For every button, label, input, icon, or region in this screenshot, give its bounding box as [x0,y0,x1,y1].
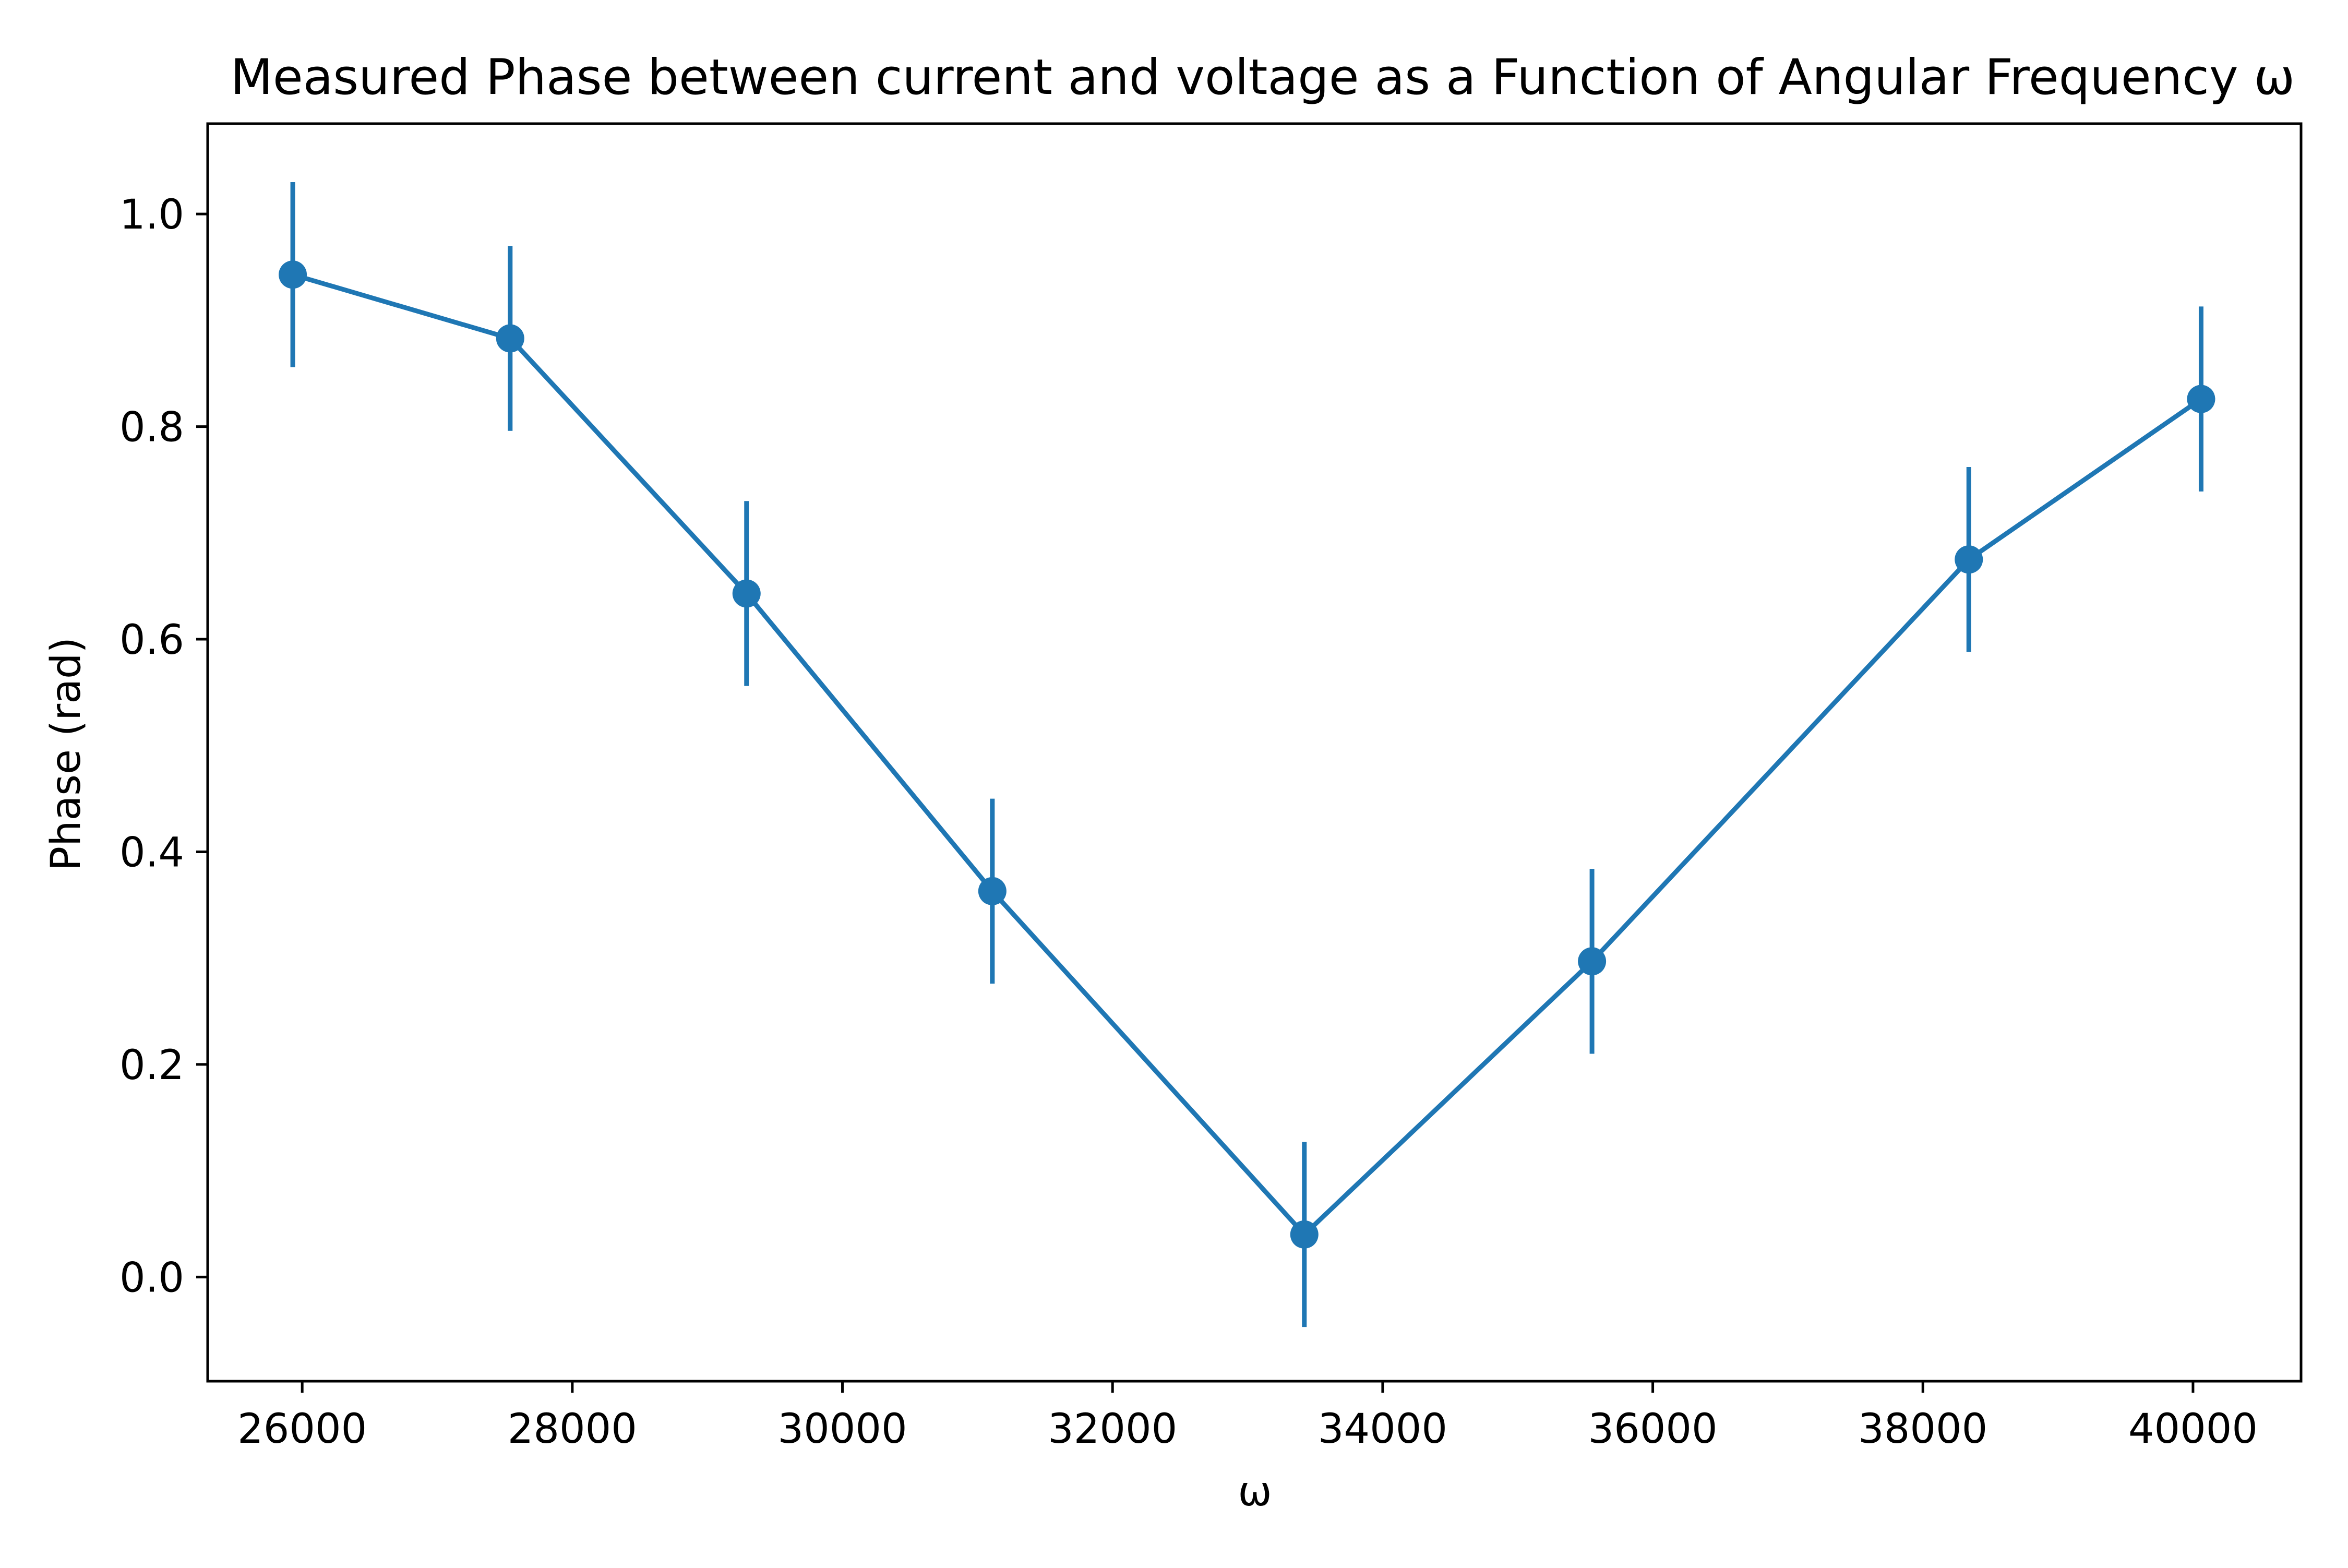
x-axis-label: ω [1238,1468,1272,1515]
x-tick-label: 28000 [508,1406,637,1453]
y-axis-label: Phase (rad) [43,637,90,871]
plot-frame [206,122,2303,1383]
data-point [2187,385,2215,413]
plot-area: 26000 28000 30000 32000 34000 36000 38000 40000… [119,122,2303,1453]
data-point [732,579,761,608]
y-tick-label: 0.6 [119,617,184,664]
data-point [1290,1220,1319,1249]
series-line [292,272,2203,1237]
data-point [1955,545,1983,574]
y-tick-label: 0.8 [119,404,184,451]
x-tick-label: 38000 [1858,1406,1987,1453]
x-tick-label: 32000 [1048,1406,1177,1453]
data-point [496,324,524,353]
data-point [279,260,307,289]
data-point [978,877,1007,905]
x-tick-label: 36000 [1588,1406,1718,1453]
chart-title: Measured Phase between current and volta… [231,49,2295,106]
x-tick-label: 40000 [2128,1406,2258,1453]
x-tick-label: 30000 [777,1406,907,1453]
y-tick-label: 0.4 [119,829,184,876]
data-point [1578,947,1607,976]
y-tick-label: 1.0 [119,191,184,238]
y-tick-label: 0.0 [119,1254,184,1301]
y-tick-label: 0.2 [119,1042,184,1089]
x-tick-label: 26000 [237,1406,367,1453]
x-tick-label: 34000 [1318,1406,1447,1453]
